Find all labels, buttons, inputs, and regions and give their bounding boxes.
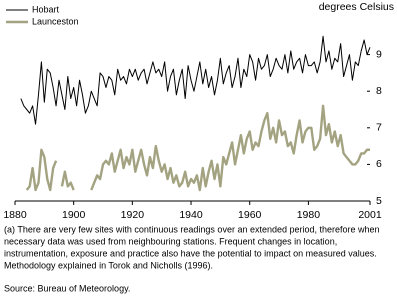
footnote: Methodology explained in Torok and Nicho…: [4, 260, 213, 270]
y-tick-label: 6: [376, 158, 382, 170]
x-tick-label: 1960: [238, 209, 262, 221]
y-tick-label: 8: [376, 85, 382, 97]
y-axis-label: degrees Celsius: [319, 1, 394, 13]
footnote: (a) There are very few sites with contin…: [4, 224, 380, 234]
legend-label: Launceston: [32, 16, 79, 26]
legend-label: Hobart: [32, 4, 60, 14]
y-tick-label: 7: [376, 122, 382, 134]
x-tick-label: 1900: [62, 209, 86, 221]
y-tick-label: 9: [376, 48, 382, 60]
footnote: instrumentation, exposure and practice a…: [4, 248, 377, 258]
source: Source: Bureau of Meteorology.: [4, 283, 130, 293]
footnote: necessary data was used from neighbourin…: [4, 236, 337, 246]
y-tick-label: 5: [376, 195, 382, 207]
x-tick-label: 1920: [121, 209, 145, 221]
line-series: [25, 104, 370, 192]
x-tick-label: 2001: [358, 209, 382, 221]
x-tick-label: 1980: [297, 209, 321, 221]
line-series: [20, 35, 371, 125]
x-tick-label: 1940: [179, 209, 203, 221]
x-tick-label: 1880: [3, 209, 27, 221]
